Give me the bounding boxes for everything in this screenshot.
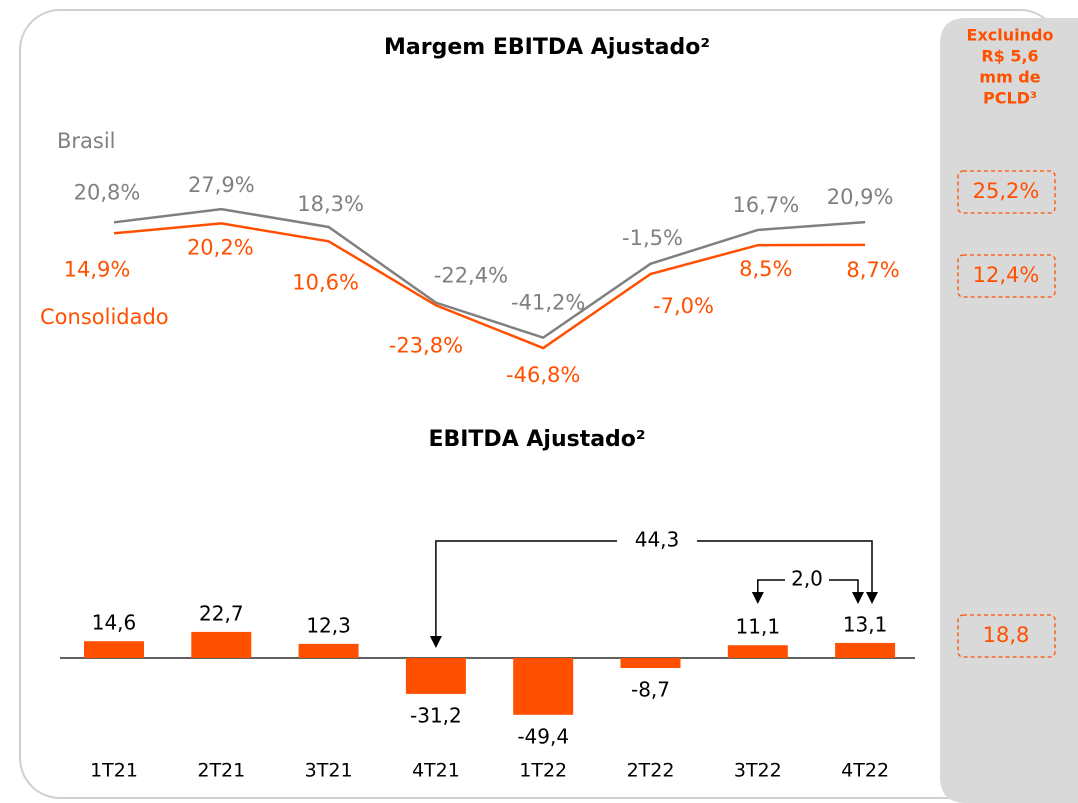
line (113, 222, 866, 350)
data-label: 18,3% (297, 192, 364, 216)
bar (727, 645, 788, 658)
annotation-label: 44,3 (635, 528, 680, 552)
bar (513, 658, 574, 715)
side-title: PCLD³ (983, 89, 1037, 108)
bar (405, 658, 466, 694)
side-value: 25,2% (973, 179, 1040, 203)
x-tick-label: 3T21 (305, 760, 353, 782)
arrow-head (852, 592, 864, 604)
data-label: -31,2 (410, 703, 462, 727)
side-box (957, 254, 1056, 298)
side-value: 18,8 (983, 623, 1030, 647)
data-label: -1,5% (622, 226, 683, 250)
data-label: -41,2% (511, 291, 585, 315)
x-tick-label: 2T22 (627, 760, 675, 782)
data-label: -22,4% (434, 264, 508, 288)
side-value: 12,4% (973, 263, 1040, 287)
label-bg (785, 568, 829, 592)
data-label: 22,7 (199, 601, 244, 625)
x-tick-label: 1T21 (90, 760, 138, 782)
side-title: mm de (979, 68, 1040, 87)
bar-title: EBITDA Ajustado² (428, 427, 645, 452)
data-label: -23,8% (389, 333, 463, 357)
x-tick-label: 2T21 (197, 760, 245, 782)
x-tick-label: 3T22 (734, 760, 782, 782)
bar (84, 641, 144, 658)
data-label: 13,1 (843, 612, 888, 636)
x-tick-label: 1T22 (519, 760, 567, 782)
data-label: -49,4 (517, 724, 569, 748)
arrow-head (751, 592, 764, 604)
bar (620, 658, 681, 669)
data-label: 14,6 (92, 611, 137, 635)
line-title: Margem EBITDA Ajustado² (384, 35, 710, 60)
data-label: 16,7% (732, 193, 799, 217)
data-label: 10,6% (292, 270, 359, 294)
bar (298, 643, 359, 658)
data-label: -46,8% (506, 363, 580, 387)
line (113, 207, 866, 340)
data-label: 8,5% (739, 257, 792, 281)
side-title: R$ 5,6 (981, 47, 1038, 66)
arrow-head (866, 592, 878, 604)
arrow-head (429, 636, 442, 648)
data-label: 27,9% (188, 173, 255, 197)
data-label: 12,3 (306, 613, 351, 637)
bar (835, 642, 896, 658)
annotation-label: 2,0 (791, 567, 823, 591)
data-label: 14,9% (64, 257, 131, 281)
data-label: 20,8% (74, 180, 141, 204)
label-bg (617, 529, 697, 553)
data-label: -7,0% (653, 294, 714, 318)
side-box (957, 170, 1056, 214)
data-label: 11,1 (736, 615, 781, 639)
data-label: 8,7% (846, 258, 899, 282)
data-label: -8,7 (631, 678, 670, 702)
side-box (957, 614, 1056, 658)
data-label: 20,2% (187, 235, 254, 259)
side-title: Excluindo (967, 26, 1054, 45)
series-label: Consolidado (40, 305, 169, 329)
series-label: Brasil (57, 129, 116, 153)
side-panel (940, 18, 1078, 803)
x-tick-label: 4T21 (412, 760, 460, 782)
x-tick-label: 4T22 (841, 760, 889, 782)
bar (191, 631, 252, 658)
data-label: 20,9% (827, 185, 894, 209)
